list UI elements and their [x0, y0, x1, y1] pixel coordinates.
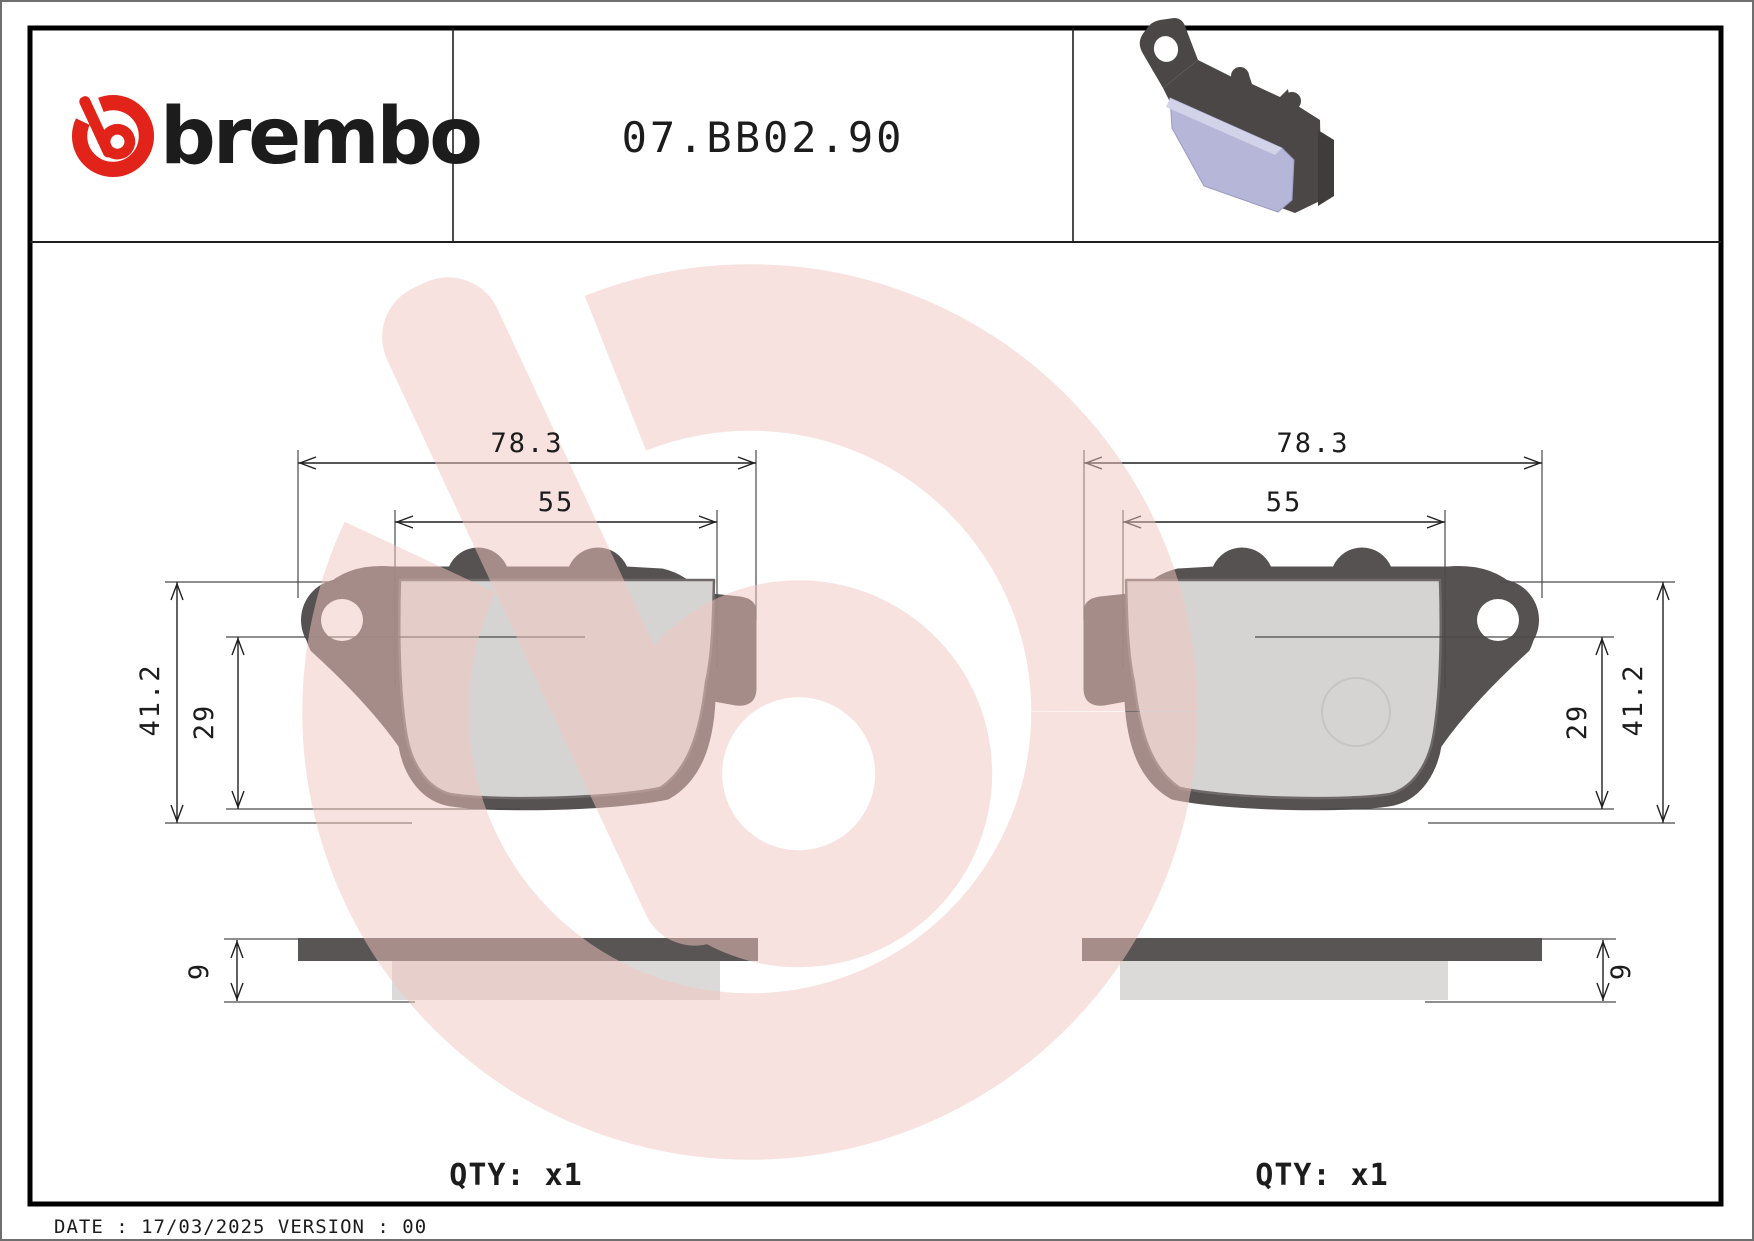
wear-indicator-circle	[1321, 677, 1391, 747]
dim-label-pad-width-right: 55	[1266, 487, 1303, 518]
pad-photo-hole	[1153, 36, 1179, 62]
dim-label-pad-height-left: 29	[189, 704, 220, 741]
dim-label-total-width-left: 78.3	[490, 428, 563, 459]
brake-pad-3d-image	[1139, 18, 1334, 213]
brembo-logo-icon	[78, 86, 147, 169]
qty-label-left: QTY: x1	[449, 1158, 582, 1193]
footer-date-version: DATE : 17/03/2025 VERSION : 00	[54, 1216, 427, 1238]
sheet-border	[27, 25, 1724, 1207]
dim-label-thickness-right: 9	[1606, 962, 1637, 980]
brembo-wordmark: brembo	[160, 92, 480, 182]
dim-label-total-height-right: 41.2	[1618, 663, 1649, 736]
dim-label-thickness-left: 9	[184, 962, 215, 980]
dim-label-pad-height-right: 29	[1562, 704, 1593, 741]
brembo-watermark-icon	[364, 170, 1114, 1076]
dim-label-total-height-left: 41.2	[135, 663, 166, 736]
dim-label-total-width-right: 78.3	[1276, 428, 1349, 459]
dim-label-pad-width-left: 55	[538, 487, 575, 518]
qty-label-right: QTY: x1	[1255, 1158, 1388, 1193]
part-number: 07.BB02.90	[622, 113, 905, 162]
